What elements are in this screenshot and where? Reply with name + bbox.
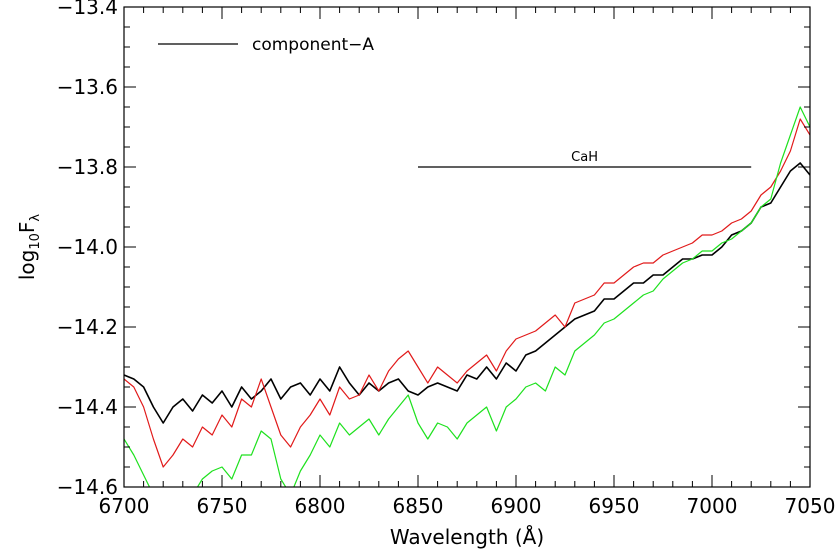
plot-frame: [123, 6, 811, 488]
series-layer: [124, 106, 810, 487]
y-axis-title: log10Fλ: [15, 214, 43, 281]
x-tick-label: 6750: [197, 494, 248, 518]
series-black: [124, 162, 810, 424]
y-tick-label: −14.6: [57, 475, 118, 499]
cah-annotation: CaH: [418, 150, 752, 168]
y-tick-label: −14.2: [57, 315, 118, 339]
x-tick-label: 6800: [295, 494, 346, 518]
ticks-layer: [123, 6, 811, 488]
x-tick-label: 6900: [491, 494, 542, 518]
x-tick-label: 6950: [589, 494, 640, 518]
legend-label-component-a: component−A: [252, 35, 374, 55]
cah-label: CaH: [571, 150, 598, 165]
legend: component−A: [158, 35, 374, 55]
y-tick-label: −13.6: [57, 75, 118, 99]
x-axis-title: Wavelength (Å): [390, 525, 544, 549]
tick-labels-layer: 6700 6750 6800 6850 6900 6950 7000 7050 −14.6 −14…: [57, 0, 836, 518]
series-red: [124, 118, 810, 468]
y-tick-label: −14.0: [57, 235, 118, 259]
series-green: [124, 106, 810, 487]
y-tick-label: −13.8: [57, 155, 118, 179]
x-tick-label: 6850: [393, 494, 444, 518]
y-tick-label: −14.4: [57, 395, 118, 419]
y-tick-label: −13.4: [57, 0, 118, 19]
x-tick-label: 7000: [687, 494, 738, 518]
x-tick-label: 6700: [99, 494, 150, 518]
x-tick-label: 7050: [785, 494, 836, 518]
